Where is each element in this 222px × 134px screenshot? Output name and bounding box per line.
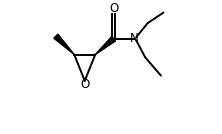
- Text: N: N: [130, 32, 139, 45]
- Polygon shape: [95, 37, 115, 55]
- Text: O: O: [109, 2, 118, 15]
- Polygon shape: [54, 34, 74, 55]
- Text: O: O: [80, 78, 89, 91]
